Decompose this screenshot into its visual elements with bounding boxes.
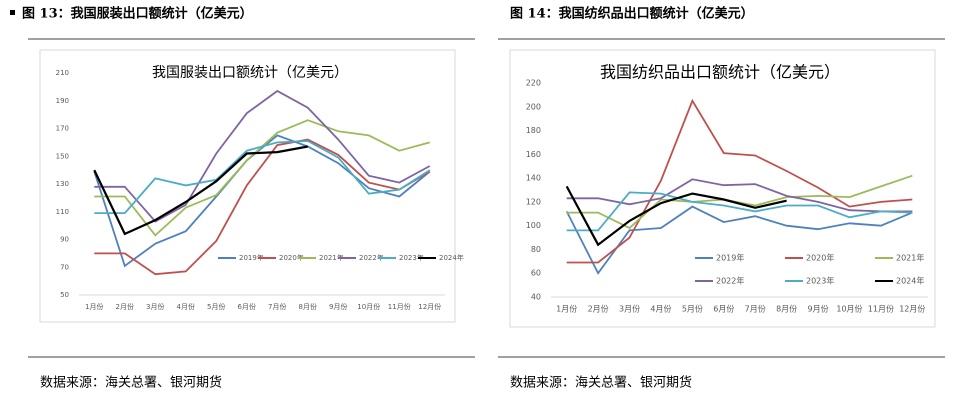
x-tick-label: 12月份 (899, 304, 925, 314)
legend-label: 2019年 (239, 253, 264, 262)
x-tick-label: 4月份 (177, 302, 195, 311)
series-line (565, 185, 787, 247)
x-tick-label: 5月份 (207, 302, 225, 311)
y-tick-label: 150 (56, 152, 69, 160)
y-tick-label: 120 (526, 197, 541, 206)
y-tick-label: 100 (526, 221, 541, 230)
series-line (93, 134, 431, 268)
y-tick-label: 170 (56, 125, 69, 133)
y-tick-label: 210 (56, 69, 69, 77)
y-tick-label: 140 (526, 174, 541, 183)
x-tick-label: 10月份 (836, 304, 862, 314)
legend-label: 2023年 (399, 253, 424, 262)
y-tick-label: 50 (60, 291, 69, 299)
x-tick-label: 3月份 (619, 304, 640, 314)
chart-title: 我国纺织品出口额统计（亿美元） (600, 63, 840, 82)
legend-label: 2020年 (279, 253, 304, 262)
series-line (94, 140, 431, 214)
y-tick-label: 180 (526, 126, 541, 135)
source: 数据来源：海关总署、银河期货 (40, 375, 222, 391)
legend-label: 2019年 (716, 253, 744, 263)
x-tick-label: 9月份 (329, 302, 347, 311)
x-tick-label: 10月份 (357, 302, 380, 311)
legend-label: 2023年 (806, 276, 834, 286)
y-tick-label: 200 (526, 102, 541, 111)
y-tick-label: 60 (531, 269, 541, 278)
x-tick-label: 11月份 (868, 304, 894, 314)
x-tick-label: 7月份 (268, 302, 286, 311)
y-tick-label: 70 (60, 263, 69, 271)
x-tick-label: 3月份 (146, 302, 164, 311)
x-tick-label: 6月份 (238, 302, 256, 311)
x-tick-label: 5月份 (682, 304, 703, 314)
x-tick-label: 1月份 (85, 302, 103, 311)
chart-title: 我国服装出口额统计（亿美元） (152, 65, 348, 81)
series-line (566, 98, 913, 264)
x-tick-label: 11月份 (388, 302, 411, 311)
y-tick-label: 110 (56, 208, 69, 216)
x-tick-label: 4月份 (650, 304, 671, 314)
series-line (94, 89, 431, 223)
x-tick-label: 2月份 (116, 302, 134, 311)
legend-label: 2024年 (439, 253, 464, 262)
caption: 图 13：我国服装出口额统计（亿美元） (22, 6, 253, 22)
y-tick-label: 160 (526, 150, 541, 159)
x-tick-label: 8月份 (299, 302, 317, 311)
bullet (10, 10, 15, 15)
chart-frame (509, 49, 936, 328)
source: 数据来源：海关总署、银河期货 (510, 375, 692, 391)
y-tick-label: 220 (526, 79, 541, 88)
legend-label: 2022年 (359, 253, 384, 262)
series-line (565, 205, 913, 275)
series-line (94, 138, 431, 276)
legend-label: 2022年 (716, 276, 744, 286)
series-line (566, 191, 913, 232)
x-tick-label: 7月份 (745, 304, 766, 314)
caption: 图 14：我国纺织品出口额统计（亿美元） (510, 6, 754, 22)
x-tick-label: 9月份 (807, 304, 828, 314)
legend-label: 2024年 (896, 276, 924, 286)
series-line (93, 145, 308, 236)
x-tick-label: 1月份 (556, 304, 577, 314)
y-tick-label: 80 (531, 245, 541, 254)
y-tick-label: 90 (60, 236, 69, 244)
legend-label: 2021年 (319, 253, 344, 262)
y-tick-label: 40 (531, 293, 541, 302)
x-tick-label: 6月份 (713, 304, 734, 314)
x-tick-label: 12月份 (418, 302, 441, 311)
legend-label: 2020年 (806, 253, 834, 263)
x-tick-label: 8月份 (776, 304, 797, 314)
legend-label: 2021年 (896, 253, 924, 263)
x-tick-label: 2月份 (588, 304, 609, 314)
series-line (566, 178, 913, 213)
y-tick-label: 130 (56, 180, 69, 188)
y-tick-label: 190 (56, 97, 69, 105)
